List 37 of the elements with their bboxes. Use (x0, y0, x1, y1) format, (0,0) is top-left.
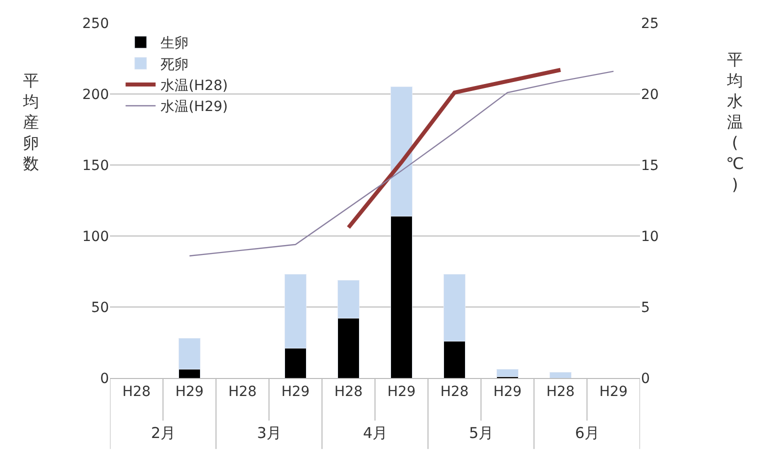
x-tick-label: H28 (122, 384, 151, 400)
text: 2月 (151, 424, 176, 442)
y2-axis-title: 平均水温(℃) (726, 50, 744, 194)
y-axis-title: 平均産卵数 (22, 71, 39, 174)
y2-tick-label: 0 (641, 370, 650, 387)
y-tick-label: 250 (82, 16, 109, 32)
bar (550, 372, 572, 378)
line-series (346, 68, 562, 230)
y-tick-label: 0 (100, 370, 109, 387)
y2-tick-label: 10 (641, 228, 659, 245)
text: 5月 (469, 424, 494, 442)
text: 3月 (257, 424, 282, 442)
line-series (188, 70, 614, 256)
x-tick-label: H28 (228, 384, 257, 400)
y2-tick-label: 20 (641, 86, 659, 103)
legend-label: 生卵 (160, 36, 189, 52)
x-tick-label: H29 (387, 384, 416, 400)
x-tick-label: H28 (334, 384, 363, 400)
y2-tick-label: 25 (641, 16, 659, 32)
legend-label: 水温(H29) (160, 99, 228, 116)
x-tick-label: H29 (281, 384, 310, 400)
y2-tick-label: 15 (641, 158, 659, 174)
legend-label: 死卵 (160, 56, 189, 73)
text: 6月 (575, 424, 600, 442)
x-tick-label: H29 (493, 384, 522, 400)
x-tick-label: H28 (546, 384, 575, 400)
x-tick-label: H28 (440, 384, 469, 400)
y2-tick-label: 5 (641, 300, 650, 316)
y-tick-label: 50 (91, 300, 109, 316)
y-tick-label: 200 (82, 86, 109, 103)
legend-label: 水温(H28) (160, 78, 228, 94)
text: 4月 (363, 424, 388, 442)
y-tick-label: 150 (82, 158, 109, 174)
y-tick-label: 100 (82, 228, 109, 245)
bar (496, 369, 518, 377)
x-tick-label: H29 (175, 384, 204, 400)
x-tick-label: H29 (599, 384, 628, 400)
